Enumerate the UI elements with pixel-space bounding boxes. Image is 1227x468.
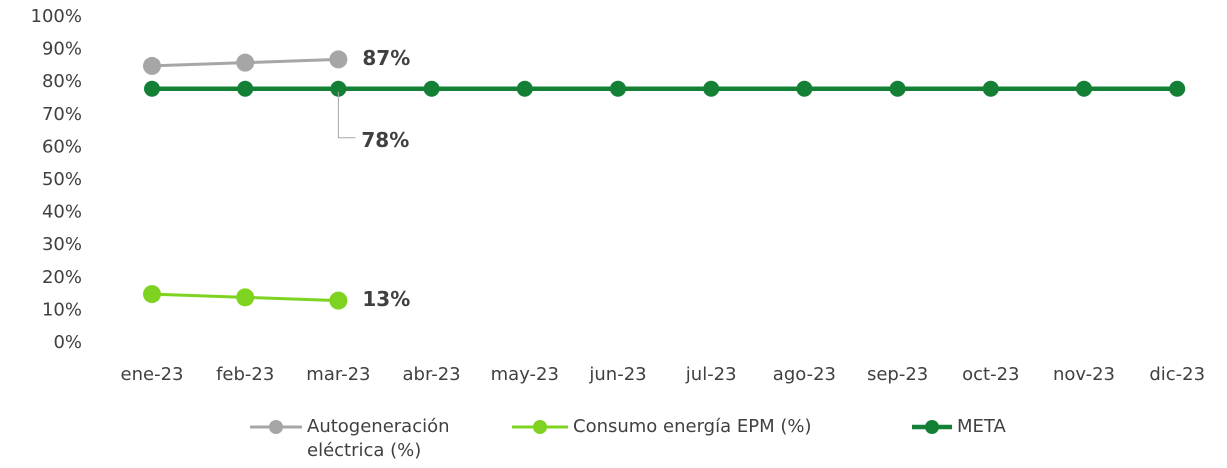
data-point [237, 80, 254, 97]
y-tick-label: 30% [42, 234, 82, 255]
x-tick-label: ene-23 [121, 364, 184, 385]
data-label: 13% [362, 287, 410, 311]
data-point [330, 80, 347, 97]
x-tick-label: abr-23 [403, 364, 461, 385]
x-tick-label: nov-23 [1053, 364, 1115, 385]
y-tick-label: 60% [42, 136, 82, 157]
legend-label: Autogeneración eléctrica (%) [307, 416, 450, 461]
legend-label: META [957, 416, 1006, 437]
data-point [703, 80, 720, 97]
x-tick-label: jul-23 [685, 364, 737, 385]
x-tick-label: oct-23 [962, 364, 1019, 385]
x-tick-label: mar-23 [306, 364, 370, 385]
x-tick-label: may-23 [491, 364, 559, 385]
y-tick-label: 20% [42, 267, 82, 288]
data-point [329, 291, 348, 310]
legend-marker [533, 420, 547, 434]
data-point [236, 288, 255, 307]
x-tick-label: feb-23 [216, 364, 274, 385]
legend-label: Consumo energía EPM (%) [573, 416, 812, 437]
y-tick-label: 100% [31, 6, 82, 27]
data-label: 78% [361, 128, 409, 152]
data-point [796, 80, 813, 97]
data-point [982, 80, 999, 97]
leader-line [337, 91, 356, 139]
x-tick-label: jun-23 [588, 364, 646, 385]
data-point [143, 56, 161, 75]
x-tick-label: dic-23 [1149, 364, 1205, 385]
y-tick-label: 50% [42, 169, 82, 190]
data-point [1169, 80, 1186, 97]
data-point [516, 80, 533, 97]
y-tick-label: 10% [42, 299, 82, 320]
y-tick-label: 70% [42, 104, 82, 125]
x-tick-label: sep-23 [867, 364, 928, 385]
legend-marker [269, 420, 283, 434]
data-point [610, 80, 626, 97]
data-point [143, 285, 161, 304]
data-point [889, 80, 906, 97]
legend-marker [925, 420, 939, 434]
data-point [236, 53, 255, 72]
y-tick-label: 90% [42, 39, 82, 60]
x-tick-label: ago-23 [773, 364, 836, 385]
y-tick-label: 40% [42, 202, 82, 223]
y-tick-label: 0% [53, 332, 82, 353]
data-point [144, 80, 160, 97]
data-point [1076, 80, 1092, 97]
data-point [329, 50, 348, 69]
data-label: 87% [362, 46, 410, 70]
data-point [423, 80, 440, 97]
y-tick-label: 80% [42, 71, 82, 92]
